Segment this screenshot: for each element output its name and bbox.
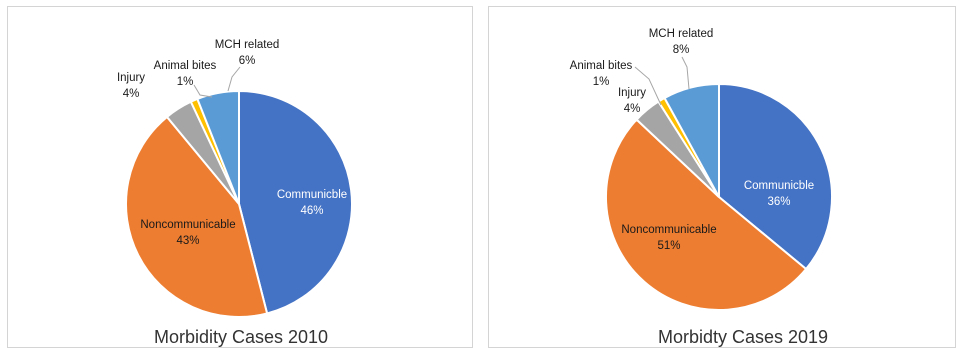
chart-panel-2010: Communicble 46% Noncommunicable 43% Inju… (7, 6, 473, 348)
label-mch-related-2010: MCH related (215, 39, 280, 51)
value-communicable-2019: 36% (767, 196, 790, 208)
chart-title-2019: Morbidty Cases 2019 (658, 327, 828, 347)
label-animal-bites-2010: Animal bites (154, 60, 217, 72)
leader-line-mch-related-2019 (681, 56, 690, 90)
label-communicable-2010: Communicble (277, 189, 347, 201)
pie-slices-2010 (125, 89, 353, 318)
pie-slice-communicable-2019 (718, 82, 833, 271)
pie-slice-noncommunicable-2019 (605, 118, 808, 312)
value-mch-related-2010: 6% (239, 55, 256, 67)
value-animal-bites-2010: 1% (177, 76, 194, 88)
label-noncommunicable-2019: Noncommunicable (621, 224, 716, 236)
leader-line-animal-bites-2010 (193, 84, 213, 98)
leader-line-mch-related-2010 (227, 66, 241, 92)
value-communicable-2010: 46% (300, 205, 323, 217)
pie-slice-mch-related-2019 (663, 82, 720, 198)
pie-slice-mch-related-2010 (196, 89, 240, 205)
leader-line-animal-bites-2019 (634, 66, 662, 106)
label-injury-2019: Injury (618, 87, 646, 99)
label-noncommunicable-2010: Noncommunicable (140, 219, 235, 231)
pie-slice-noncommunicable-2010 (125, 115, 269, 318)
value-mch-related-2019: 8% (673, 44, 690, 56)
pie-slices-2019 (605, 82, 833, 312)
pie-chart-2019: Communicble 36% Noncommunicable 51% Inju… (570, 28, 833, 347)
label-mch-related-2019: MCH related (649, 28, 714, 40)
label-injury-2010: Injury (117, 72, 145, 84)
pie-slice-communicable-2010 (238, 89, 353, 315)
value-animal-bites-2019: 1% (593, 76, 610, 88)
pie-chart-2010: Communicble 46% Noncommunicable 43% Inju… (117, 39, 353, 347)
value-injury-2010: 4% (123, 88, 140, 100)
chart-title-2010: Morbidity Cases 2010 (154, 327, 328, 347)
value-injury-2019: 4% (624, 103, 641, 115)
label-animal-bites-2019: Animal bites (570, 60, 633, 72)
value-noncommunicable-2019: 51% (657, 240, 680, 252)
chart-panel-2019: Communicble 36% Noncommunicable 51% Inju… (488, 6, 956, 348)
value-noncommunicable-2010: 43% (176, 235, 199, 247)
label-communicable-2019: Communicble (744, 180, 814, 192)
